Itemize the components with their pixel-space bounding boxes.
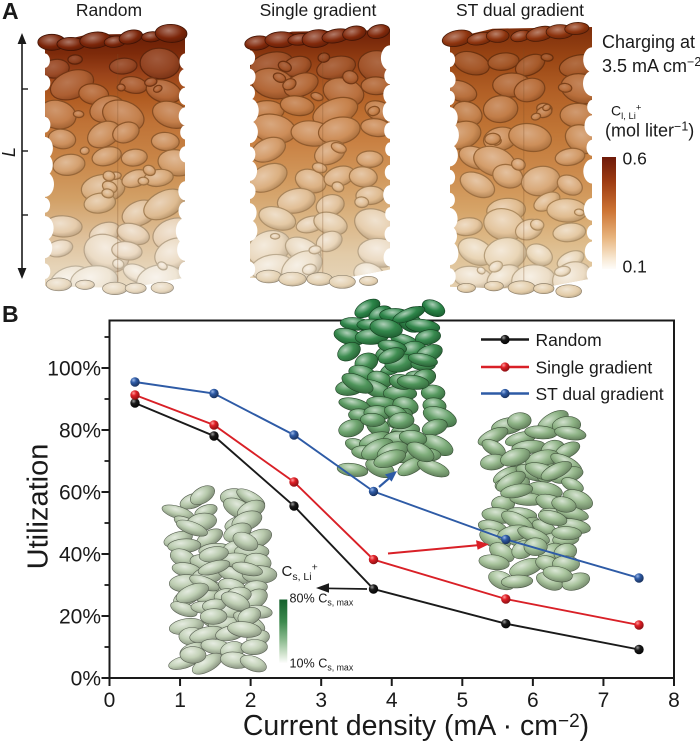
svg-text:5: 5 xyxy=(456,689,468,712)
svg-text:60%: 60% xyxy=(59,482,101,505)
svg-text:Single gradient: Single gradient xyxy=(536,357,653,377)
svg-text:Utilization: Utilization xyxy=(23,444,55,570)
svg-text:0.6: 0.6 xyxy=(623,149,647,169)
svg-text:20%: 20% xyxy=(59,606,101,629)
svg-text:0.1: 0.1 xyxy=(623,257,647,277)
svg-text:3: 3 xyxy=(315,689,327,712)
svg-text:L: L xyxy=(0,147,19,157)
svg-text:A: A xyxy=(2,0,19,24)
svg-text:B: B xyxy=(2,301,19,327)
svg-text:Random: Random xyxy=(76,0,142,20)
svg-text:ST dual gradient: ST dual gradient xyxy=(456,0,584,20)
svg-text:Single gradient: Single gradient xyxy=(260,0,377,20)
svg-text:6: 6 xyxy=(527,689,539,712)
svg-text:Current density (mA · cm−2): Current density (mA · cm−2) xyxy=(243,710,589,742)
svg-text:1: 1 xyxy=(174,689,186,712)
svg-text:0%: 0% xyxy=(71,668,101,691)
svg-text:ST dual gradient: ST dual gradient xyxy=(536,384,664,404)
svg-text:Random: Random xyxy=(536,330,602,350)
svg-text:4: 4 xyxy=(386,689,398,712)
svg-text:40%: 40% xyxy=(59,544,101,567)
svg-text:0: 0 xyxy=(104,689,116,712)
svg-text:7: 7 xyxy=(598,689,610,712)
svg-text:100%: 100% xyxy=(47,358,101,381)
svg-text:(mol liter−1): (mol liter−1) xyxy=(605,120,694,141)
svg-text:8: 8 xyxy=(668,689,680,712)
svg-text:2: 2 xyxy=(245,689,257,712)
svg-text:3.5 mA cm−2: 3.5 mA cm−2 xyxy=(602,55,700,76)
svg-text:Charging at: Charging at xyxy=(602,32,695,52)
svg-text:80%: 80% xyxy=(59,420,101,443)
